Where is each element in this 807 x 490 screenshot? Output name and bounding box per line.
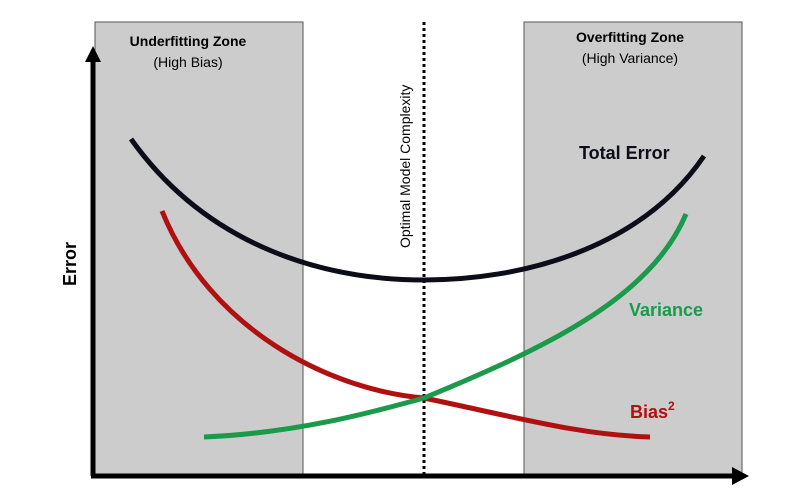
bias-label: Bias2 [630,399,675,422]
x-axis-arrowhead [732,467,749,485]
optimal-complexity-label: Optimal Model Complexity [397,85,413,248]
variance-curve [203,213,689,440]
overfitting-zone-subtitle: (High Variance) [582,50,678,66]
underfitting-zone-subtitle: (High Bias) [153,54,222,70]
variance-label: Variance [629,300,703,320]
total-error-label: Total Error [579,143,670,163]
overfitting-zone-title: Overfitting Zone [576,29,684,45]
bias-label-superscript: 2 [668,399,675,413]
underfitting-zone-title: Underfitting Zone [130,33,247,49]
bias-curve [159,210,651,440]
underfitting-zone [94,21,304,475]
bias-label-text: Bias [630,402,668,422]
y-axis-arrowhead [85,46,101,62]
total-error-curve [128,137,707,283]
overfitting-zone [523,21,743,475]
y-axis-label: Error [60,242,80,286]
